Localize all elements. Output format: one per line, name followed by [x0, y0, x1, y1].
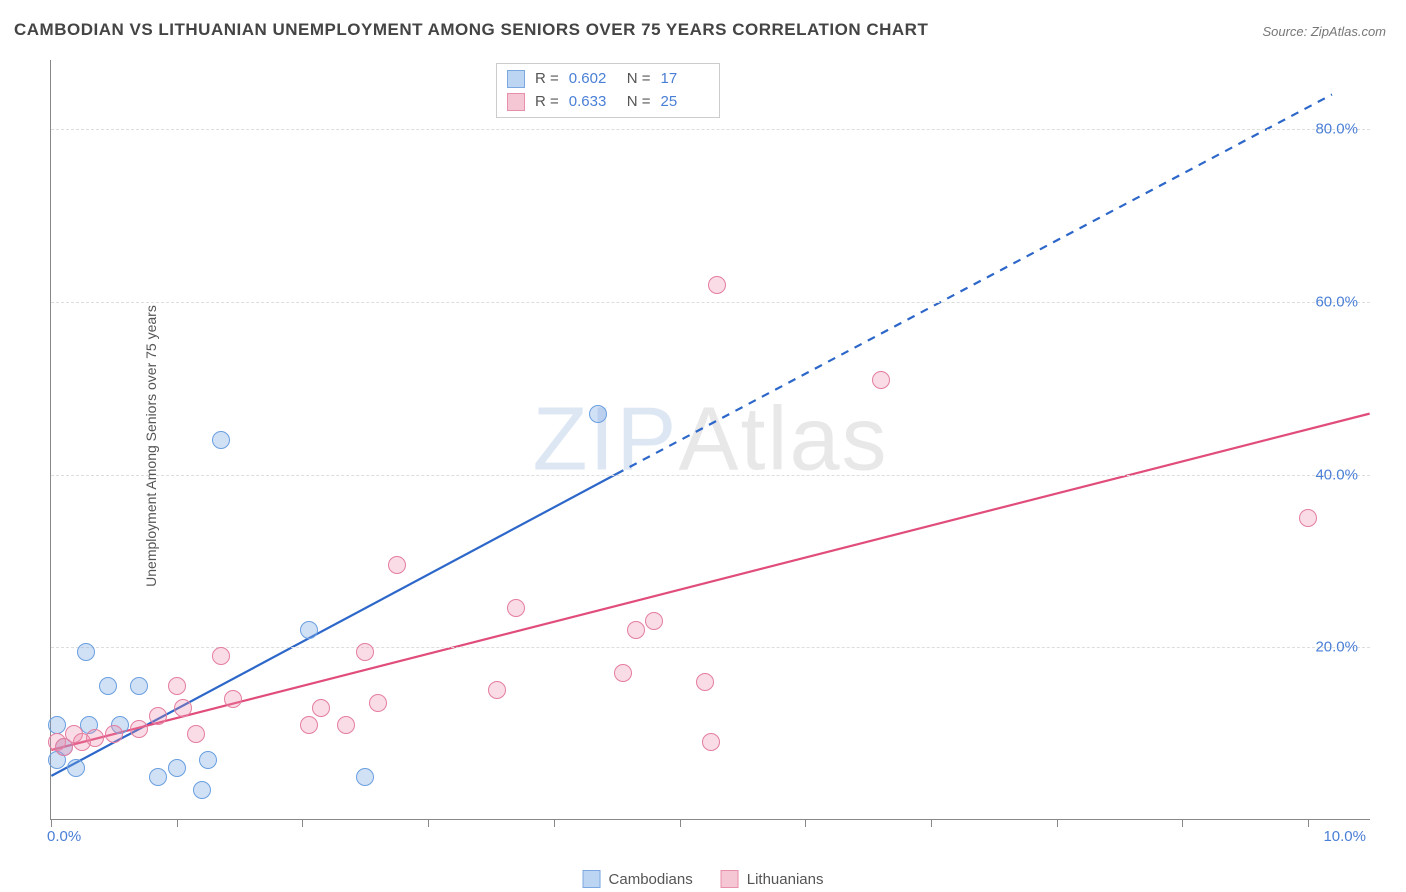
data-point [174, 699, 192, 717]
stats-swatch [507, 93, 525, 111]
data-point [872, 371, 890, 389]
gridline [51, 129, 1370, 130]
data-point [507, 599, 525, 617]
legend-label: Lithuanians [747, 871, 824, 888]
legend-swatch [583, 870, 601, 888]
stat-r-label: R = [535, 91, 559, 114]
stats-row: R = 0.633 N = 25 [507, 91, 709, 114]
data-point [149, 707, 167, 725]
stat-r-value: 0.633 [569, 91, 617, 114]
stat-n-label: N = [627, 91, 651, 114]
data-point [337, 716, 355, 734]
x-tick [1057, 819, 1058, 827]
data-point [105, 725, 123, 743]
data-point [67, 759, 85, 777]
trend-line [51, 414, 1369, 750]
data-point [86, 729, 104, 747]
stat-n-value: 17 [661, 68, 709, 91]
chart-title: CAMBODIAN VS LITHUANIAN UNEMPLOYMENT AMO… [14, 20, 928, 40]
data-point [369, 694, 387, 712]
x-tick [554, 819, 555, 827]
data-point [193, 781, 211, 799]
stat-n-label: N = [627, 68, 651, 91]
gridline [51, 647, 1370, 648]
legend-item: Cambodians [583, 870, 693, 888]
y-tick-label: 40.0% [1315, 466, 1358, 483]
x-tick [177, 819, 178, 827]
x-tick-label-lo: 0.0% [47, 828, 81, 845]
data-point [356, 643, 374, 661]
data-point [99, 677, 117, 695]
gridline [51, 475, 1370, 476]
data-point [130, 720, 148, 738]
data-point [212, 647, 230, 665]
x-tick [302, 819, 303, 827]
x-tick [805, 819, 806, 827]
data-point [627, 621, 645, 639]
data-point [356, 768, 374, 786]
data-point [77, 643, 95, 661]
data-point [1299, 509, 1317, 527]
data-point [614, 664, 632, 682]
stat-n-value: 25 [661, 91, 709, 114]
data-point [199, 751, 217, 769]
data-point [708, 276, 726, 294]
x-tick-label-hi: 10.0% [1323, 828, 1366, 845]
stat-r-value: 0.602 [569, 68, 617, 91]
data-point [187, 725, 205, 743]
x-tick [1182, 819, 1183, 827]
data-point [300, 621, 318, 639]
trend-lines [51, 60, 1370, 819]
data-point [645, 612, 663, 630]
stats-row: R = 0.602 N = 17 [507, 68, 709, 91]
y-tick-label: 20.0% [1315, 639, 1358, 656]
data-point [388, 556, 406, 574]
data-point [696, 673, 714, 691]
source-label: Source: ZipAtlas.com [1262, 24, 1386, 39]
stats-box: R = 0.602 N = 17 R = 0.633 N = 25 [496, 63, 720, 118]
x-tick [51, 819, 52, 827]
stat-r-label: R = [535, 68, 559, 91]
data-point [130, 677, 148, 695]
data-point [212, 431, 230, 449]
x-tick [1308, 819, 1309, 827]
y-tick-label: 60.0% [1315, 293, 1358, 310]
data-point [702, 733, 720, 751]
plot-area: ZIPAtlas R =0.602N =17R =0.633N =25 20.0… [50, 60, 1370, 820]
data-point [312, 699, 330, 717]
data-point [168, 677, 186, 695]
stats-swatch [507, 70, 525, 88]
x-tick [680, 819, 681, 827]
legend-label: Cambodians [609, 871, 693, 888]
data-point [589, 405, 607, 423]
data-point [300, 716, 318, 734]
data-point [488, 681, 506, 699]
x-tick [931, 819, 932, 827]
legend-item: Lithuanians [721, 870, 824, 888]
data-point [48, 716, 66, 734]
y-tick-label: 80.0% [1315, 121, 1358, 138]
data-point [168, 759, 186, 777]
x-tick [428, 819, 429, 827]
gridline [51, 302, 1370, 303]
legend-swatch [721, 870, 739, 888]
legend: Cambodians Lithuanians [583, 870, 824, 888]
data-point [224, 690, 242, 708]
data-point [149, 768, 167, 786]
